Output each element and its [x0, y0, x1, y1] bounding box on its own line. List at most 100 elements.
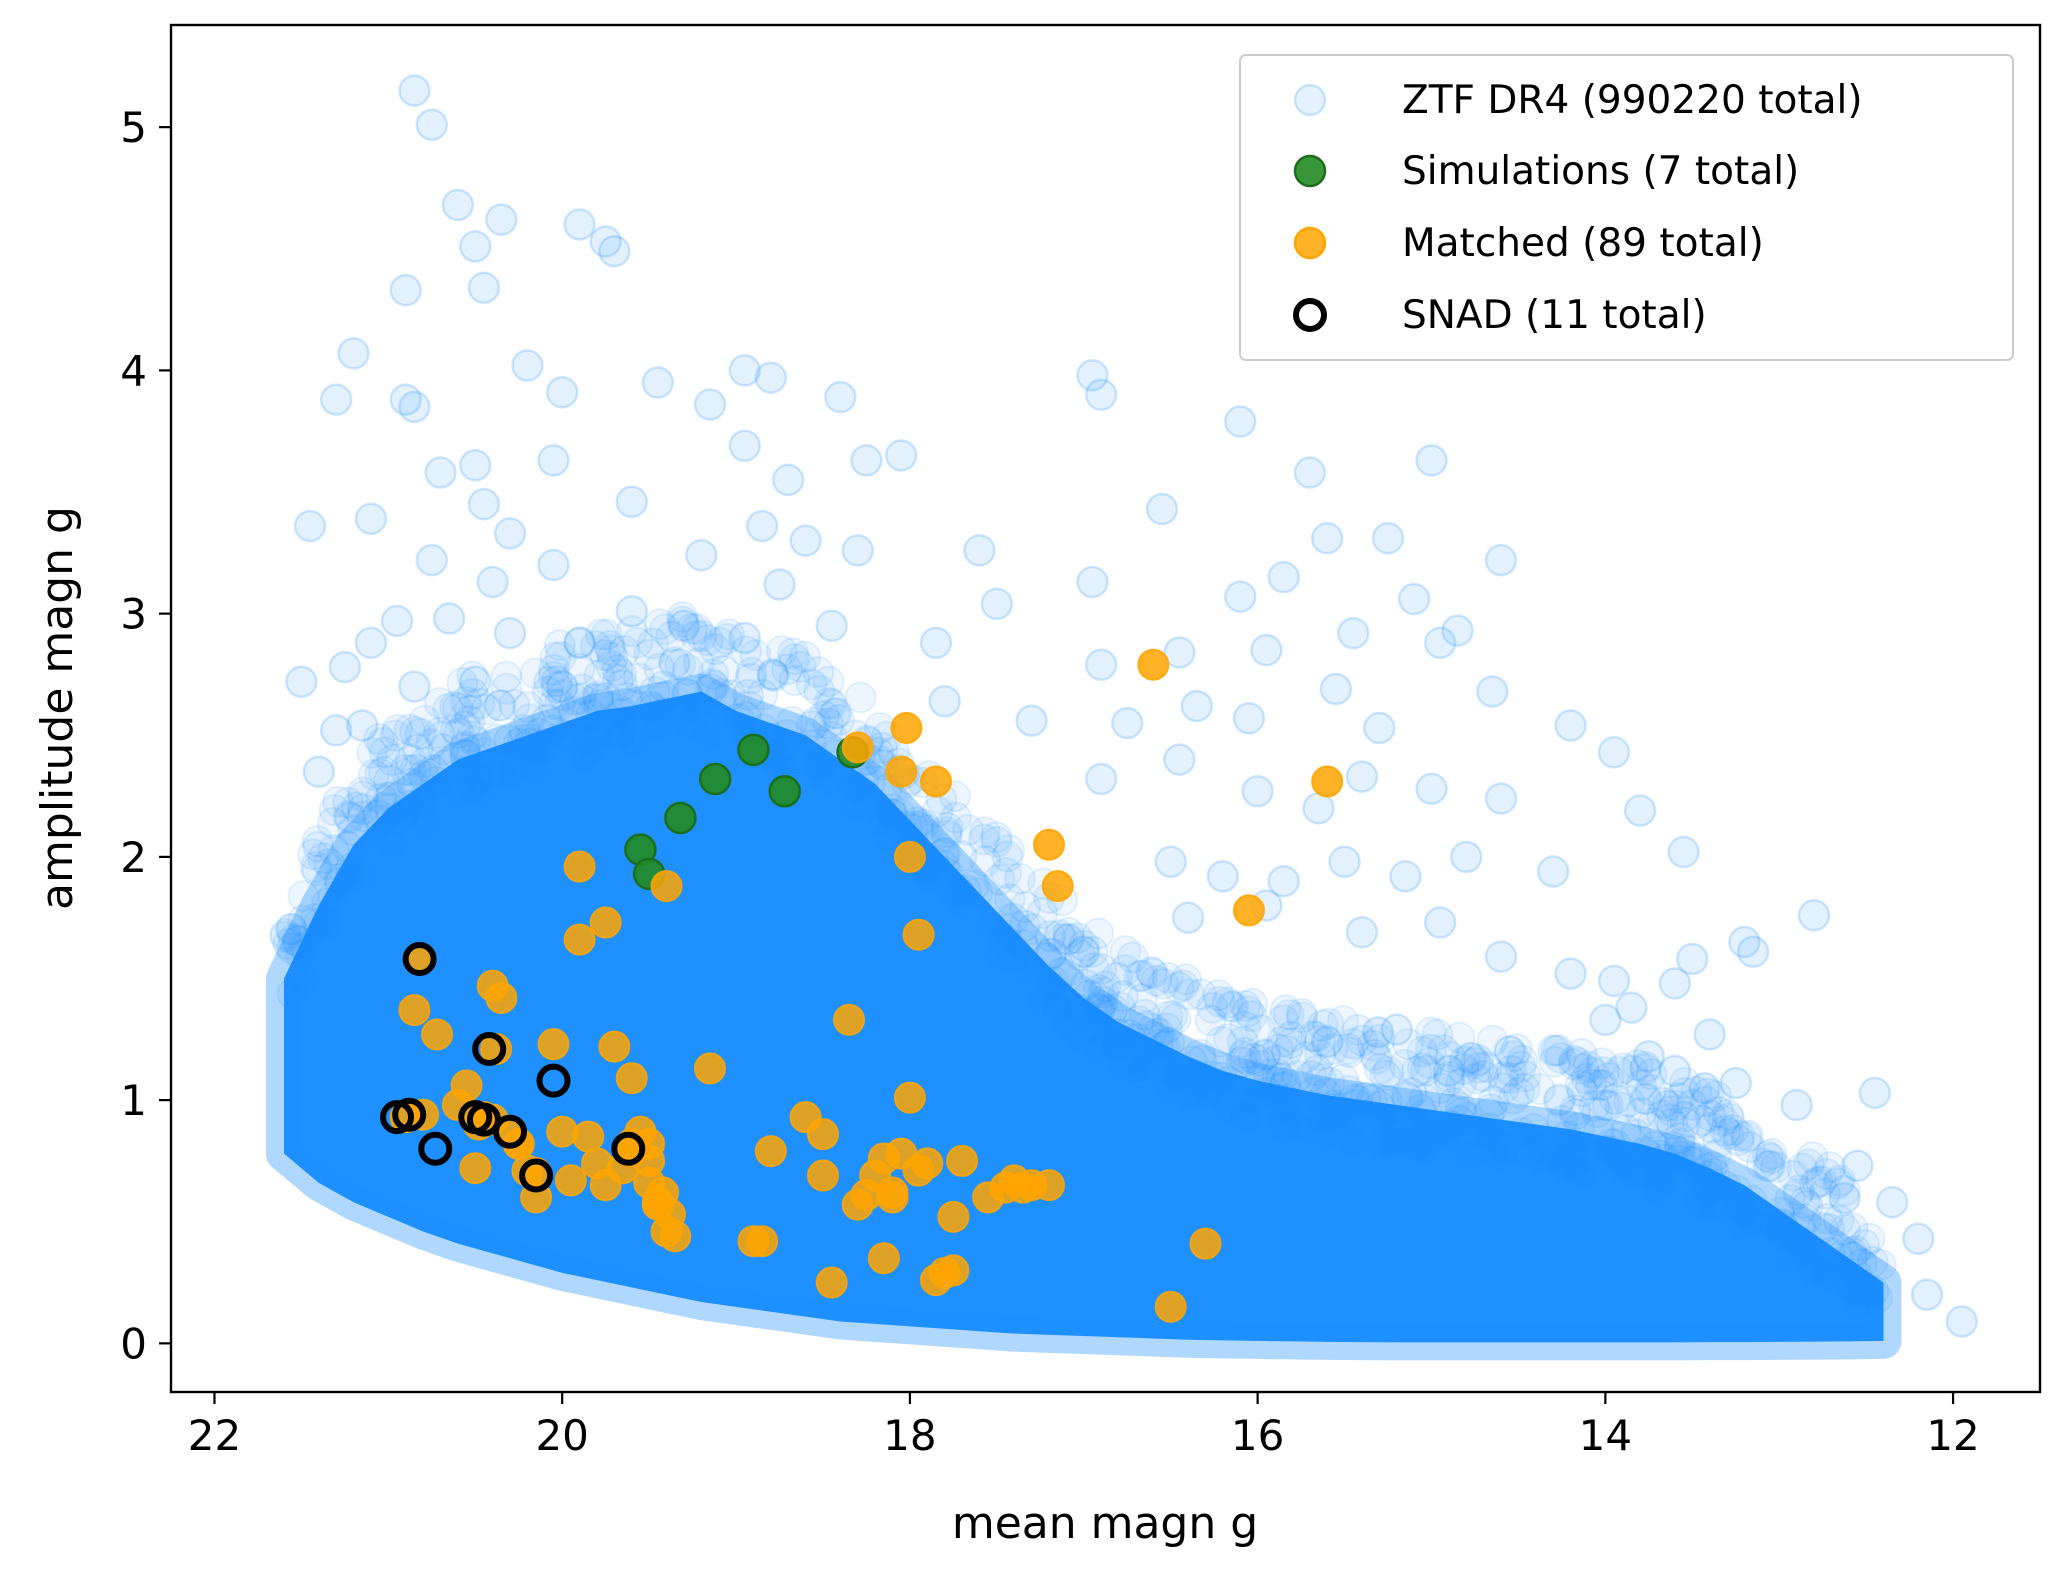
ztf-halo-point: [1128, 998, 1161, 1031]
ztf-halo-point: [601, 653, 634, 686]
ztf-halo-point: [1647, 1086, 1680, 1119]
ztf-halo-point: [1391, 1028, 1424, 1061]
ztf-halo-point: [1365, 1102, 1398, 1135]
ztf-halo-point: [854, 766, 887, 799]
ztf-halo-point: [1808, 1177, 1841, 1210]
ztf-halo-point: [524, 717, 557, 750]
ztf-halo-point: [531, 675, 564, 708]
snad-point: [536, 1063, 571, 1098]
ztf-halo-point: [346, 776, 379, 809]
ztf-point: [319, 383, 353, 416]
ztf-point: [589, 225, 622, 258]
ztf-halo-point: [1505, 1117, 1538, 1150]
ztf-point: [1363, 711, 1396, 745]
ztf-halo-point: [310, 887, 343, 920]
snad-point: [519, 1158, 554, 1193]
ztf-halo-point: [1136, 957, 1169, 990]
ztf-halo-point: [1313, 1066, 1346, 1099]
ztf-point: [1554, 709, 1587, 742]
ztf-halo-point: [1406, 1052, 1439, 1085]
ztf-point: [1345, 760, 1379, 793]
ztf-halo-point: [1834, 1273, 1867, 1306]
ztf-halo-point: [1034, 970, 1067, 1003]
ztf-halo-point: [1823, 1164, 1856, 1197]
ztf-halo-point: [456, 771, 489, 804]
ztf-halo-point: [1497, 1082, 1530, 1115]
ztf-halo-point: [935, 876, 968, 909]
ztf-halo-point: [902, 806, 935, 839]
ztf-halo-point: [537, 714, 570, 747]
ztf-halo-point: [1681, 1142, 1714, 1175]
ztf-halo-point: [847, 764, 880, 797]
ztf-point: [1110, 706, 1144, 740]
ztf-halo-point: [1730, 1121, 1763, 1154]
ztf-halo-point: [1836, 1212, 1869, 1245]
ztf-halo-point: [1782, 1211, 1815, 1244]
ztf-halo-point: [514, 727, 547, 760]
ztf-point: [745, 509, 779, 543]
ztf-halo-point: [1566, 1075, 1599, 1108]
ztf-halo-point: [1472, 1112, 1505, 1145]
plot-area: [266, 74, 1979, 1361]
ztf-halo-point: [757, 660, 790, 693]
ztf-halo-point: [1723, 1186, 1756, 1219]
ztf-halo-point: [1205, 1025, 1238, 1058]
ztf-point: [1484, 543, 1518, 577]
ztf-halo-point: [1604, 1091, 1637, 1124]
ztf-halo-point: [746, 678, 779, 711]
ztf-point: [1910, 1278, 1944, 1311]
ztf-halo-point: [874, 793, 907, 826]
ztf-point: [467, 271, 501, 304]
ztf-halo-point: [1026, 897, 1059, 930]
ztf-halo-point: [1035, 937, 1068, 970]
ztf-halo-point: [340, 791, 373, 824]
ztf-halo-point: [836, 770, 869, 803]
ztf-halo-point: [563, 652, 596, 685]
ztf-halo-point: [543, 688, 576, 721]
ztf-halo-point: [1662, 1082, 1695, 1115]
ztf-halo-point: [1564, 1069, 1597, 1102]
ztf-halo-point: [1543, 1083, 1576, 1116]
ztf-point: [398, 74, 431, 107]
ztf-halo-point: [649, 613, 682, 646]
ztf-halo-point: [449, 739, 482, 772]
ztf-halo-point: [1229, 989, 1262, 1022]
ztf-halo-point: [1265, 1062, 1298, 1095]
ztf-halo-point: [848, 792, 881, 825]
ztf-halo-point: [1361, 1015, 1394, 1048]
matched-point: [815, 1266, 848, 1299]
ztf-halo-point: [1447, 1053, 1480, 1086]
y-tick-label: 5: [120, 103, 147, 152]
ztf-halo-point: [1070, 968, 1103, 1001]
ztf-halo-point: [336, 814, 369, 847]
ztf-halo-point: [1369, 1059, 1402, 1092]
ztf-halo-point: [1454, 1041, 1487, 1074]
ztf-halo-point: [647, 670, 680, 703]
ztf-dense-region: [266, 673, 1902, 1361]
ztf-halo-point: [1269, 1066, 1302, 1099]
ztf-halo-point: [519, 752, 552, 785]
ztf-halo-point: [1664, 1140, 1697, 1173]
ztf-halo-point: [1413, 1047, 1446, 1080]
matched-point: [589, 906, 622, 939]
ztf-halo-point: [931, 858, 964, 891]
simulation-point: [664, 801, 697, 835]
ztf-halo-point: [470, 693, 503, 726]
ztf-halo-point: [301, 854, 334, 887]
ztf-halo-point: [1249, 1038, 1282, 1071]
ztf-halo-point: [406, 783, 439, 816]
ztf-halo-point: [1542, 1034, 1575, 1067]
ztf-halo-point: [606, 669, 639, 702]
ztf-halo-point: [1250, 1076, 1283, 1109]
ztf-halo-point: [1429, 1116, 1462, 1149]
ztf-halo-point: [621, 626, 654, 659]
ztf-point: [1015, 704, 1048, 737]
ztf-halo-point: [312, 905, 345, 938]
ztf-halo-point: [1487, 1061, 1520, 1094]
ztf-halo-point: [822, 704, 855, 737]
ztf-halo-point: [1433, 1064, 1466, 1097]
ztf-halo-point: [1806, 1211, 1839, 1244]
ztf-halo-point: [1210, 1092, 1243, 1125]
ztf-halo-point: [1226, 1040, 1259, 1073]
ztf-halo-point: [1810, 1260, 1843, 1293]
